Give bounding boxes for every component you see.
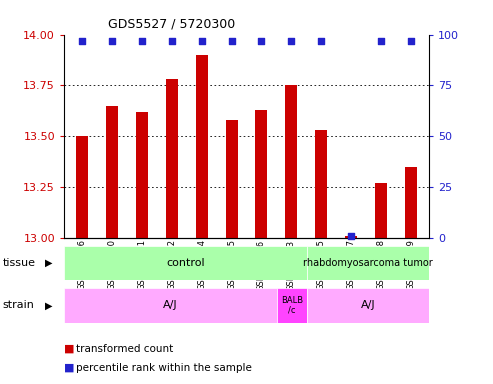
Text: control: control: [166, 258, 205, 268]
Point: [168, 38, 176, 44]
Text: A/J: A/J: [361, 300, 375, 310]
Bar: [255, 110, 267, 238]
Bar: [76, 136, 88, 238]
Text: GDS5527 / 5720300: GDS5527 / 5720300: [108, 17, 236, 30]
Point: [198, 38, 206, 44]
Point: [377, 38, 385, 44]
Text: tissue: tissue: [2, 258, 35, 268]
Text: ■: ■: [64, 363, 74, 373]
Bar: [375, 183, 387, 238]
Text: rhabdomyosarcoma tumor: rhabdomyosarcoma tumor: [303, 258, 433, 268]
Bar: [285, 86, 297, 238]
Bar: [136, 112, 148, 238]
Text: ▶: ▶: [44, 258, 52, 268]
Bar: [106, 106, 118, 238]
Point: [317, 38, 325, 44]
Bar: [405, 167, 417, 238]
Point: [347, 233, 355, 239]
Bar: [196, 55, 208, 238]
Text: percentile rank within the sample: percentile rank within the sample: [76, 363, 252, 373]
Bar: [316, 130, 327, 238]
Point: [138, 38, 146, 44]
Text: ■: ■: [64, 344, 74, 354]
Bar: [307, 288, 429, 323]
Bar: [277, 288, 307, 323]
Bar: [345, 236, 357, 238]
Text: transformed count: transformed count: [76, 344, 174, 354]
Text: A/J: A/J: [163, 300, 178, 310]
Bar: [166, 79, 177, 238]
Text: BALB
/c: BALB /c: [281, 296, 303, 314]
Bar: [64, 288, 277, 323]
Text: ▶: ▶: [44, 300, 52, 310]
Point: [78, 38, 86, 44]
Bar: [226, 120, 238, 238]
Point: [228, 38, 236, 44]
Point: [108, 38, 116, 44]
Point: [257, 38, 265, 44]
Text: strain: strain: [2, 300, 35, 310]
Point: [287, 38, 295, 44]
Bar: [307, 246, 429, 280]
Point: [407, 38, 415, 44]
Bar: [64, 246, 307, 280]
